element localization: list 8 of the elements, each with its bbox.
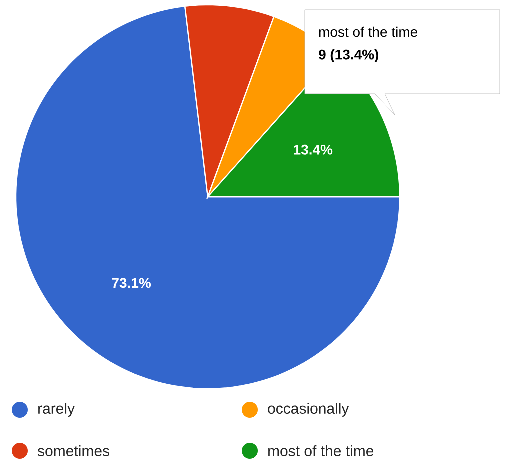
legend-label: rarely xyxy=(38,402,76,417)
legend-label: sometimes xyxy=(38,445,110,456)
data-label: 73.1% xyxy=(112,278,152,288)
text: 9 (13.4%) xyxy=(319,49,379,63)
legend-label: most of the time xyxy=(268,445,374,456)
text: most of the time xyxy=(319,26,418,38)
data-label: 13.4% xyxy=(294,144,333,155)
legend-label: occasionally xyxy=(268,402,350,417)
